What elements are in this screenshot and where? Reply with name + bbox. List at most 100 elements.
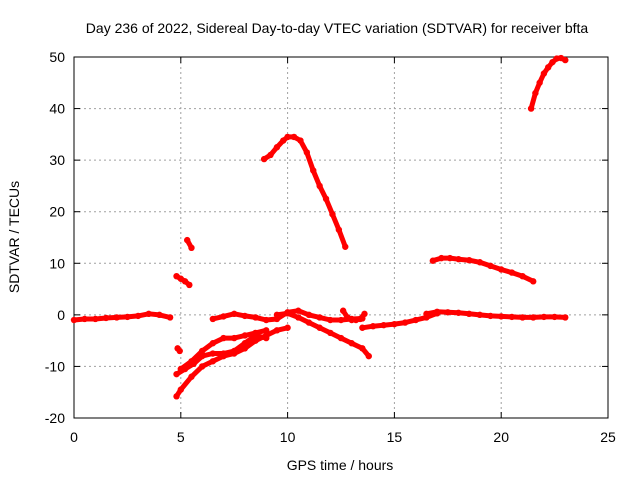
data-point: [273, 311, 281, 319]
series-sat-late-plateau: [430, 255, 536, 284]
data-point: [316, 314, 323, 321]
x-axis-label: GPS time / hours: [287, 457, 394, 473]
data-point: [280, 137, 287, 144]
data-point: [241, 312, 249, 320]
data-point: [231, 334, 238, 342]
data-point: [173, 393, 180, 400]
data-point: [284, 310, 291, 317]
x-tick-label: 0: [70, 429, 78, 445]
data-point: [241, 340, 249, 347]
data-point: [295, 307, 302, 314]
data-point: [209, 315, 217, 323]
data-point: [241, 332, 249, 339]
data-point: [209, 340, 217, 347]
plot-frame: [73, 56, 609, 419]
data-point: [176, 347, 183, 355]
data-point: [401, 319, 409, 326]
data-point: [337, 334, 345, 342]
data-point: [305, 311, 313, 319]
data-point: [156, 311, 163, 319]
data-point: [316, 324, 323, 331]
x-tick-label: 20: [493, 429, 509, 445]
data-point: [519, 272, 526, 280]
y-axis-label: SDTVAR / TECUs: [6, 181, 22, 293]
data-point: [551, 313, 558, 321]
data-point: [322, 195, 330, 203]
data-point: [92, 315, 99, 323]
y-tick-label: 30: [49, 152, 65, 168]
data-point: [476, 259, 484, 266]
data-point: [530, 278, 537, 285]
data-point: [438, 254, 445, 262]
data-point: [145, 310, 152, 318]
data-point: [532, 89, 539, 97]
data-point: [327, 316, 334, 324]
data-point: [359, 324, 366, 331]
data-point: [455, 255, 462, 263]
data-point: [487, 312, 494, 320]
y-tick-label: 0: [57, 307, 65, 323]
data-point: [540, 313, 548, 321]
data-point: [303, 149, 311, 156]
data-point: [433, 308, 441, 315]
data-point: [184, 236, 191, 244]
data-point: [124, 313, 131, 321]
data-point: [231, 310, 238, 318]
y-tick-label: 40: [49, 101, 65, 117]
data-point: [444, 309, 451, 316]
data-point: [562, 314, 569, 321]
data-point: [412, 316, 419, 324]
data-point: [263, 316, 270, 324]
data-point: [220, 350, 227, 357]
data-point: [429, 257, 437, 264]
data-point: [177, 386, 184, 393]
data-point: [188, 373, 195, 380]
x-tick-label: 5: [177, 429, 185, 445]
data-point: [508, 269, 516, 276]
x-tick-label: 15: [387, 429, 403, 445]
data-point: [342, 243, 349, 250]
data-point: [361, 310, 368, 318]
data-point: [263, 334, 270, 342]
data-point: [498, 313, 505, 320]
data-point: [369, 323, 377, 330]
data-point: [540, 70, 548, 77]
data-point: [530, 314, 537, 321]
data-point: [327, 329, 334, 337]
data-point: [181, 278, 189, 285]
data-point: [305, 319, 313, 326]
data-point: [339, 307, 347, 314]
data-point: [173, 370, 180, 378]
y-tick-label: 50: [49, 49, 65, 65]
data-point: [70, 316, 78, 324]
data-point: [284, 133, 291, 141]
data-point: [519, 314, 526, 321]
x-tick-label: 25: [600, 429, 616, 445]
x-tick-label: 10: [280, 429, 296, 445]
data-point: [166, 314, 174, 321]
data-point: [357, 315, 364, 323]
data-point: [252, 329, 259, 337]
data-point: [273, 144, 281, 151]
data-point: [81, 315, 88, 323]
series-sat-rise-b: [174, 333, 269, 377]
data-point: [380, 321, 387, 329]
data-point: [446, 254, 454, 262]
data-point: [284, 324, 291, 331]
data-point: [359, 345, 366, 352]
data-point: [335, 226, 343, 233]
data-point: [329, 211, 336, 218]
data-point: [267, 151, 274, 159]
data-point: [297, 137, 304, 144]
data-point: [263, 327, 270, 334]
data-point: [198, 347, 206, 355]
data-point: [231, 347, 238, 355]
data-point: [348, 340, 355, 347]
series-sat-mid-lower: [274, 310, 372, 359]
data-point: [186, 281, 193, 289]
y-tick-label: 10: [49, 255, 65, 271]
y-tick-label: -20: [45, 410, 65, 426]
data-point: [365, 352, 372, 360]
data-point: [290, 133, 298, 141]
